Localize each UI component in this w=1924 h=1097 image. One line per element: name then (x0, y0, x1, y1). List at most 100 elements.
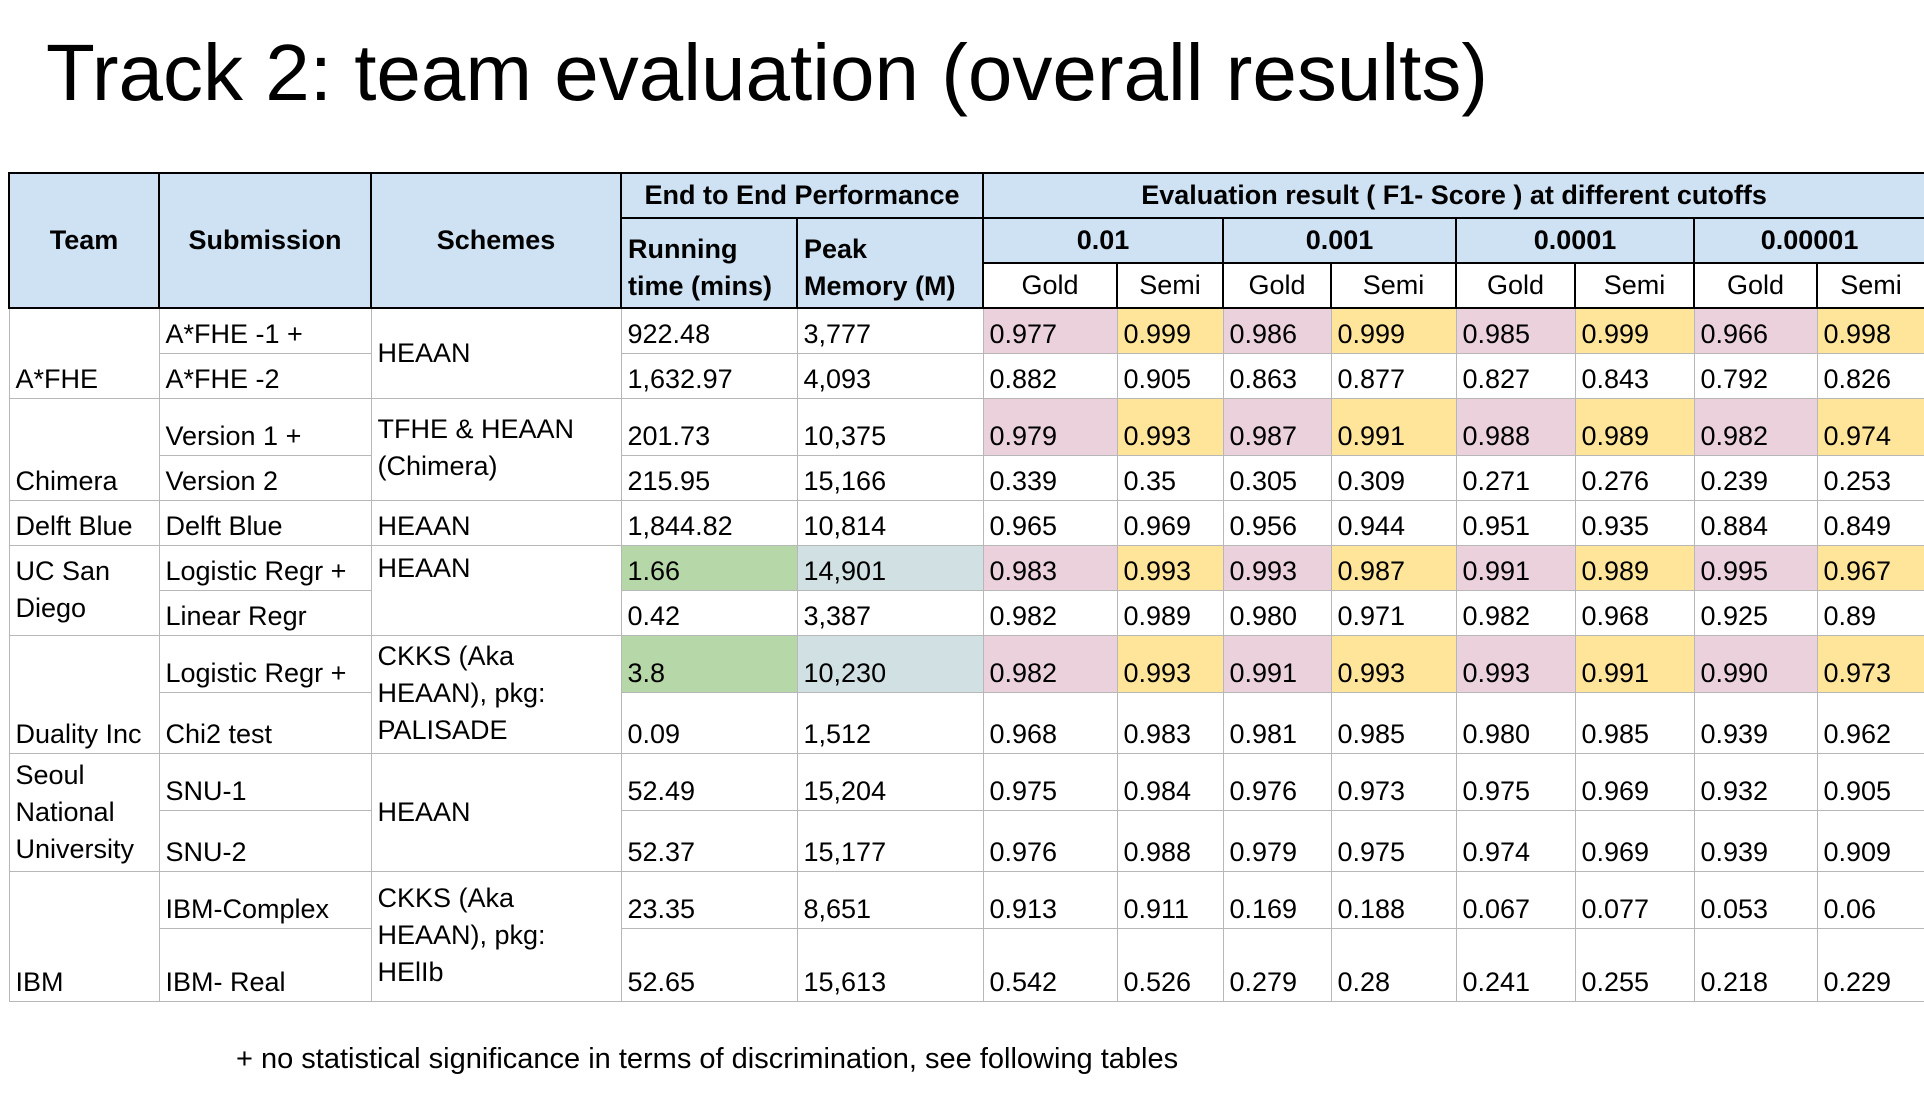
submission-name: Chi2 test (158, 691, 372, 754)
score-cell: 0.849 (1816, 499, 1924, 546)
table-row: Delft Blue Delft Blue HEAAN 1,844.82 10,… (8, 499, 1924, 546)
header-semi: Semi (1330, 262, 1457, 309)
submission-name: Delft Blue (158, 499, 372, 546)
header-running-time: Running time (mins) (620, 217, 798, 309)
running-time: 0.42 (620, 589, 798, 636)
score-cell: 0.980 (1455, 691, 1576, 754)
score-cell: 0.884 (1693, 499, 1818, 546)
score-cell: 0.077 (1574, 870, 1695, 929)
header-e2e: End to End Performance (620, 172, 984, 219)
scheme-name: HEAAN (370, 307, 622, 399)
score-cell: 0.975 (1330, 809, 1457, 872)
table-row: IBM- Real 52.65 15,613 0.542 0.526 0.279… (9, 927, 1924, 1002)
submission-name: Logistic Regr + (158, 544, 372, 591)
score-cell: 0.973 (1330, 752, 1457, 811)
score-cell: 0.067 (1455, 870, 1576, 929)
header-gold: Gold (1222, 262, 1332, 309)
score-cell: 0.276 (1574, 454, 1695, 501)
score-cell: 0.985 (1330, 691, 1457, 754)
team-name: Chimera (8, 397, 160, 501)
peak-memory: 10,230 (796, 634, 984, 693)
submission-name: A*FHE -2 (158, 352, 372, 399)
score-cell: 0.982 (982, 634, 1118, 693)
footnote: + no statistical significance in terms o… (236, 1043, 1179, 1075)
score-cell: 0.981 (1222, 691, 1332, 754)
peak-memory: 15,204 (796, 752, 984, 811)
submission-name: SNU-1 (158, 752, 372, 811)
header-gold: Gold (1693, 262, 1818, 309)
scheme-name: CKKS (Aka HEAAN), pkg: PALISADE (370, 634, 622, 754)
peak-memory: 3,777 (796, 307, 984, 354)
submission-name: SNU-2 (158, 809, 372, 872)
score-cell: 0.939 (1693, 809, 1818, 872)
score-cell: 0.999 (1574, 307, 1695, 354)
score-cell: 0.169 (1222, 870, 1332, 929)
score-cell: 0.968 (1574, 589, 1695, 636)
table-row: Chi2 test 0.09 1,512 0.968 0.983 0.981 0… (9, 691, 1924, 754)
score-cell: 0.983 (982, 544, 1118, 591)
team-name: Delft Blue (8, 499, 160, 546)
score-cell: 0.253 (1816, 454, 1924, 501)
score-cell: 0.939 (1693, 691, 1818, 754)
score-cell: 0.271 (1455, 454, 1576, 501)
score-cell: 0.279 (1222, 927, 1332, 1002)
scheme-name: CKKS (Aka HEAAN), pkg: HElIb (370, 870, 622, 1002)
score-cell: 0.305 (1222, 454, 1332, 501)
score-cell: 0.988 (1116, 809, 1224, 872)
peak-memory: 10,375 (796, 397, 984, 456)
score-cell: 0.967 (1816, 544, 1924, 591)
submission-name: IBM- Real (158, 927, 372, 1002)
score-cell: 0.28 (1330, 927, 1457, 1002)
header-cutoff: 0.00001 (1692, 217, 1924, 264)
score-cell: 0.980 (1222, 589, 1332, 636)
score-cell: 0.06 (1816, 870, 1924, 929)
score-cell: 0.971 (1330, 589, 1457, 636)
score-cell: 0.985 (1574, 691, 1695, 754)
running-time: 1.66 (620, 544, 798, 591)
score-cell: 0.993 (1455, 634, 1576, 693)
score-cell: 0.965 (982, 499, 1118, 546)
page-title: Track 2: team evaluation (overall result… (46, 28, 1489, 117)
score-cell: 0.987 (1222, 397, 1332, 456)
score-cell: 0.986 (1222, 307, 1332, 354)
score-cell: 0.962 (1816, 691, 1924, 754)
score-cell: 0.956 (1222, 499, 1332, 546)
header-team: Team (8, 172, 160, 309)
score-cell: 0.991 (1574, 634, 1695, 693)
score-cell: 0.989 (1574, 397, 1695, 456)
score-cell: 0.973 (1816, 634, 1924, 693)
score-cell: 0.993 (1222, 544, 1332, 591)
score-cell: 0.974 (1455, 809, 1576, 872)
peak-memory: 10,814 (796, 499, 984, 546)
score-cell: 0.255 (1574, 927, 1695, 1002)
header-semi: Semi (1574, 262, 1695, 309)
team-name: Duality Inc (8, 634, 160, 754)
running-time: 52.49 (620, 752, 798, 811)
header-gold: Gold (982, 262, 1118, 309)
peak-memory: 15,166 (796, 454, 984, 501)
score-cell: 0.993 (1116, 397, 1224, 456)
table-row: A*FHE A*FHE -1 + HEAAN 922.48 3,777 0.97… (8, 307, 1924, 399)
submission-name: Linear Regr (158, 589, 372, 636)
table-row: A*FHE -2 1,632.97 4,093 0.882 0.905 0.86… (9, 352, 1924, 399)
submission-name: IBM-Complex (158, 870, 372, 929)
score-cell: 0.913 (982, 870, 1118, 929)
team-name: Seoul National University (8, 752, 160, 872)
score-cell: 0.827 (1455, 352, 1576, 399)
peak-memory: 3,387 (796, 589, 984, 636)
scheme-name: HEAAN (370, 544, 622, 636)
score-cell: 0.991 (1222, 634, 1332, 693)
scheme-name: HEAAN (370, 752, 622, 872)
score-cell: 0.935 (1574, 499, 1695, 546)
score-cell: 0.218 (1693, 927, 1818, 1002)
score-cell: 0.969 (1116, 499, 1224, 546)
peak-memory: 14,901 (796, 544, 984, 591)
score-cell: 0.999 (1116, 307, 1224, 354)
score-cell: 0.988 (1455, 397, 1576, 456)
score-cell: 0.993 (1116, 544, 1224, 591)
score-cell: 0.053 (1693, 870, 1818, 929)
peak-memory: 15,613 (796, 927, 984, 1002)
score-cell: 0.969 (1574, 752, 1695, 811)
score-cell: 0.89 (1816, 589, 1924, 636)
running-time: 3.8 (620, 634, 798, 693)
